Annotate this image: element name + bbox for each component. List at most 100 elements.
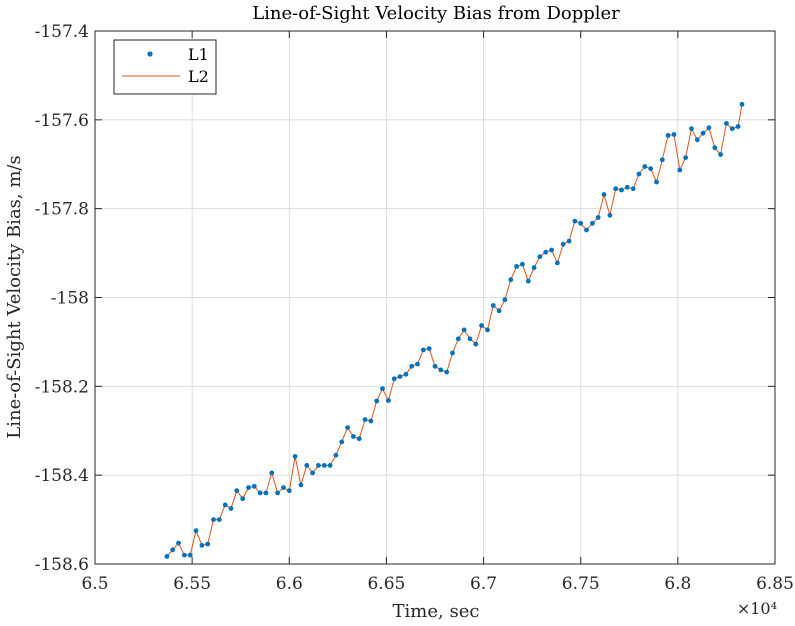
series-l1-point: [514, 264, 519, 269]
x-axis-label: Time, sec: [393, 601, 480, 622]
series-l1-point: [269, 470, 275, 476]
series-l1-point: [671, 132, 677, 137]
series-l1-point: [397, 374, 403, 379]
series-l1-point: [706, 125, 712, 131]
series-l1-point: [630, 186, 636, 192]
legend-box: [113, 39, 217, 95]
series-l1-point: [648, 166, 654, 172]
series-l1-point: [170, 547, 176, 553]
series-l1-point: [450, 350, 455, 356]
series-l1-point: [700, 130, 706, 136]
series-l1-point: [619, 187, 624, 193]
series-l1-point: [636, 171, 642, 177]
series-l1-point: [502, 297, 508, 303]
series-l1-point: [176, 540, 181, 546]
series-l1-point: [374, 398, 380, 404]
series-l1-point: [187, 552, 193, 558]
series-l2: [166, 104, 743, 557]
series-l1-point: [566, 238, 572, 244]
series-l1-point: [339, 439, 345, 445]
series-l1-point: [298, 482, 304, 488]
series-l1-point: [595, 215, 601, 220]
series-l1-point: [362, 417, 368, 422]
series-l1-point: [624, 184, 630, 190]
series-l1-point: [654, 179, 659, 185]
series-l1-point: [659, 157, 665, 163]
series-l1-point: [590, 220, 595, 226]
series-l1-point: [739, 101, 745, 107]
series-l1-point: [694, 137, 700, 143]
series-l1-point: [444, 369, 450, 375]
series-l1-point: [531, 265, 537, 271]
series-l1-point: [403, 371, 409, 377]
y-tick-labels: -158.6 -158.4 -158.2 -158 -157.8 -157.6 -157.4: [35, 22, 89, 575]
series-l1-point: [281, 485, 286, 490]
x-axis-exponent: ×10⁴: [737, 599, 777, 618]
x-tick-label: 6.85: [756, 574, 794, 594]
series-l1-point: [251, 483, 257, 489]
series-l1-point: [316, 463, 321, 468]
series-l1-point: [321, 463, 327, 468]
x-tick-label: 6.7: [470, 574, 497, 594]
series-l1-point: [642, 164, 648, 169]
series-l1-point: [415, 361, 420, 367]
series-l1-point: [222, 502, 228, 508]
series-l1-point: [665, 133, 671, 138]
series-l1-point: [555, 260, 560, 266]
x-tick-label: 6.5: [81, 574, 108, 594]
series-l1-point: [473, 341, 479, 347]
series-l1-point: [286, 488, 292, 494]
series-l1-point: [683, 155, 688, 161]
series-l1-point: [199, 542, 205, 548]
legend-l2-label: L2: [188, 67, 209, 86]
y-tick-label: -158.4: [35, 466, 89, 486]
series-l1-point: [211, 517, 216, 522]
x-tick-label: 6.75: [562, 574, 600, 594]
series-l1-point: [240, 496, 246, 502]
series-l1-point: [205, 541, 211, 547]
series-l1-point: [607, 212, 613, 218]
series-l1-point: [613, 186, 619, 192]
series-l1-point: [578, 220, 584, 226]
series-l1-point: [356, 436, 362, 442]
series-l1-point: [164, 554, 170, 559]
x-tick-label: 6.6: [276, 574, 303, 594]
series-l1-point: [386, 398, 391, 403]
ticks: [94, 30, 776, 565]
chart-title: Line-of-Sight Velocity Bias from Doppler: [252, 3, 620, 24]
series-l1-point: [234, 488, 240, 494]
series-l1-point: [485, 327, 490, 333]
series-l1-point: [182, 552, 187, 558]
series-l1-point: [432, 363, 438, 369]
series-l1-point: [508, 277, 514, 283]
series-l1-point: [193, 528, 199, 534]
series-l1-point: [391, 376, 397, 382]
series-l1-point: [467, 336, 473, 342]
series-l1-point: [292, 454, 298, 459]
y-axis-label: Line-of-Sight Velocity Bias, m/s: [4, 155, 25, 438]
x-tick-label: 6.8: [664, 574, 691, 594]
series-l2-line: [166, 104, 743, 557]
series-l1-point: [216, 517, 222, 522]
series-l1-point: [438, 367, 444, 373]
series-l1-point: [409, 363, 415, 369]
y-tick-label: -157.4: [35, 22, 89, 42]
series-l1-point: [246, 485, 251, 490]
series-l1-point: [560, 241, 566, 247]
series-l1-point: [420, 347, 426, 353]
series-l1-point: [426, 346, 432, 351]
legend: L1 L2: [113, 39, 217, 95]
series-l1-point: [461, 327, 467, 333]
series-l1-point: [479, 323, 484, 328]
series-l1-point: [724, 121, 729, 126]
y-tick-label: -157.6: [35, 111, 89, 131]
series-l1-point: [572, 218, 578, 224]
series-l1-point: [275, 490, 280, 496]
x-tick-label: 6.55: [173, 574, 211, 594]
series-l1-point: [584, 227, 589, 233]
series-l1-point: [351, 434, 356, 439]
series-l1-point: [718, 152, 723, 157]
series-l1-point: [601, 192, 607, 197]
series-l1-point: [525, 278, 531, 284]
legend-l1-marker: [147, 51, 153, 57]
